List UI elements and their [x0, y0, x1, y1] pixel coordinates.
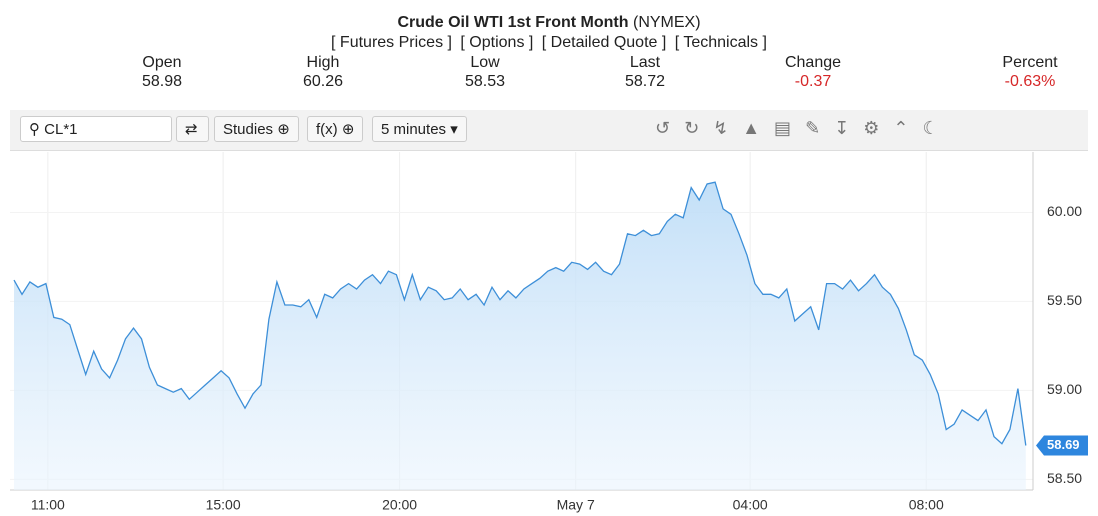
- quote-label: High: [306, 54, 340, 71]
- quote-value: 58.72: [624, 73, 666, 90]
- quote-value: 58.53: [464, 73, 506, 90]
- fx-label: f(x): [316, 121, 338, 138]
- quote-value: -0.63%: [1004, 73, 1056, 90]
- symbol-search[interactable]: ⚲ CL*1: [20, 116, 172, 142]
- x-tick-label: 08:00: [909, 497, 944, 513]
- link[interactable]: [ Futures Prices ]: [331, 34, 452, 51]
- quote-label: Change: [784, 54, 842, 71]
- toolbar: ⚲ CL*1 ⇄ Studies ⊕ f(x) ⊕ 5 minutes ▾ ↺↻…: [10, 110, 1088, 151]
- x-tick-label: 20:00: [382, 497, 417, 513]
- studies-button[interactable]: Studies ⊕: [214, 116, 299, 142]
- links: [ Futures Prices ] [ Options ] [ Detaile…: [0, 34, 1098, 52]
- y-tick-label: 59.00: [1047, 381, 1082, 397]
- quote-label: Last: [629, 54, 661, 71]
- quote-item: Percent -0.63%: [970, 53, 1090, 91]
- x-tick-label: 11:00: [31, 497, 65, 513]
- quote-item: Last 58.72: [585, 53, 705, 91]
- x-tick-label: May 7: [557, 497, 595, 513]
- quote-item: Low 58.53: [425, 53, 545, 91]
- title: Crude Oil WTI 1st Front Month (NYMEX): [0, 14, 1098, 32]
- quote-item: High 60.26: [263, 53, 383, 91]
- last-price-tag: [1036, 435, 1088, 456]
- x-tick-label: 04:00: [733, 497, 768, 513]
- quote-value: -0.37: [794, 73, 832, 90]
- quote-item: Change -0.37: [753, 53, 873, 91]
- y-tick-label: 58.50: [1047, 470, 1082, 486]
- quote-item: Open 58.98: [102, 53, 222, 91]
- quote-label: Low: [470, 54, 500, 71]
- compare-button[interactable]: ⇄: [176, 116, 209, 142]
- last-price-label: 58.69: [1047, 437, 1080, 452]
- quote-label: Open: [142, 54, 182, 71]
- link[interactable]: [ Technicals ]: [674, 34, 767, 51]
- y-tick-label: 59.50: [1047, 292, 1082, 308]
- area: [13, 182, 1026, 490]
- interval-label: 5 minutes: [381, 121, 447, 138]
- link[interactable]: [ Options ]: [460, 34, 534, 51]
- fx-button[interactable]: f(x) ⊕: [307, 116, 364, 142]
- tool-icons[interactable]: ↺↻↯▲▤✎↧⚙⌃☾: [655, 118, 953, 138]
- instrument-name: Crude Oil WTI 1st Front Month: [397, 14, 629, 31]
- studies-label: Studies: [223, 121, 274, 138]
- symbol: CL*1: [44, 121, 78, 138]
- link[interactable]: [ Detailed Quote ]: [541, 34, 667, 51]
- quote-label: Percent: [1002, 54, 1058, 71]
- price-line: [13, 181, 1027, 446]
- x-tick-label: 15:00: [206, 497, 241, 513]
- y-tick-label: 60.00: [1047, 203, 1082, 219]
- interval-button[interactable]: 5 minutes ▾: [372, 116, 467, 142]
- quote-value: 58.98: [141, 73, 183, 90]
- exchange: (NYMEX): [632, 14, 701, 31]
- quote-value: 60.26: [302, 73, 344, 90]
